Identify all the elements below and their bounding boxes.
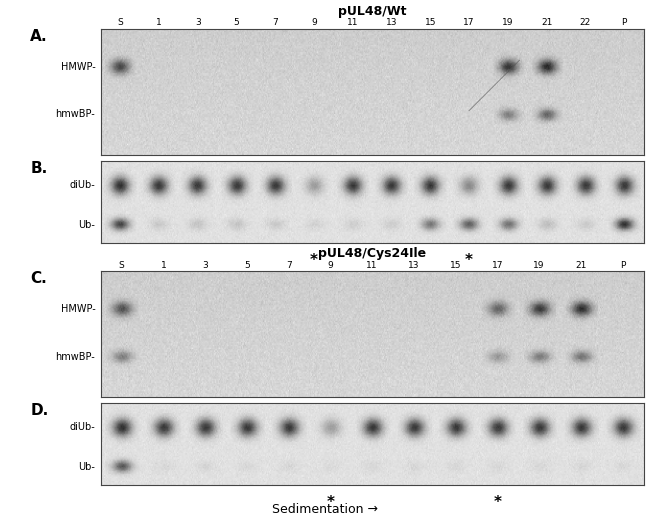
Text: D.: D.: [30, 402, 49, 418]
Text: HMWP-: HMWP-: [60, 304, 96, 314]
Text: 15: 15: [424, 18, 436, 28]
Text: A.: A.: [30, 29, 48, 44]
Text: 19: 19: [534, 260, 545, 269]
Text: S: S: [119, 260, 125, 269]
Text: 1: 1: [156, 18, 162, 28]
Text: hmwBP-: hmwBP-: [55, 351, 96, 362]
Text: Ub-: Ub-: [79, 462, 96, 472]
Text: *: *: [310, 253, 318, 268]
Text: 22: 22: [580, 18, 591, 28]
Text: 5: 5: [233, 18, 239, 28]
Text: 11: 11: [367, 260, 378, 269]
Text: 9: 9: [311, 18, 317, 28]
Text: B.: B.: [30, 161, 47, 175]
Text: 3: 3: [195, 18, 201, 28]
Text: 11: 11: [347, 18, 359, 28]
Text: Ub-: Ub-: [79, 220, 96, 230]
Text: S: S: [117, 18, 123, 28]
Text: 13: 13: [385, 18, 397, 28]
Text: 9: 9: [328, 260, 333, 269]
Text: 5: 5: [244, 260, 250, 269]
Text: 15: 15: [450, 260, 461, 269]
Text: 21: 21: [575, 260, 586, 269]
Text: Sedimentation →: Sedimentation →: [272, 503, 378, 516]
Text: P: P: [621, 18, 627, 28]
Text: 7: 7: [272, 18, 278, 28]
Text: 17: 17: [463, 18, 474, 28]
Text: hmwBP-: hmwBP-: [55, 110, 96, 120]
Title: pUL48/Cys24Ile: pUL48/Cys24Ile: [318, 247, 426, 260]
Text: *: *: [465, 253, 473, 268]
Text: P: P: [620, 260, 625, 269]
Text: C.: C.: [30, 271, 47, 286]
Text: 1: 1: [161, 260, 166, 269]
Text: 19: 19: [502, 18, 514, 28]
Text: 13: 13: [408, 260, 420, 269]
Text: diUb-: diUb-: [70, 181, 96, 191]
Text: *: *: [493, 495, 501, 511]
Text: 3: 3: [202, 260, 208, 269]
Text: 17: 17: [491, 260, 503, 269]
Text: HMWP-: HMWP-: [60, 62, 96, 72]
Text: 7: 7: [286, 260, 291, 269]
Text: diUb-: diUb-: [70, 422, 96, 432]
Text: *: *: [326, 495, 334, 511]
Title: pUL48/Wt: pUL48/Wt: [338, 5, 406, 18]
Text: 21: 21: [541, 18, 552, 28]
